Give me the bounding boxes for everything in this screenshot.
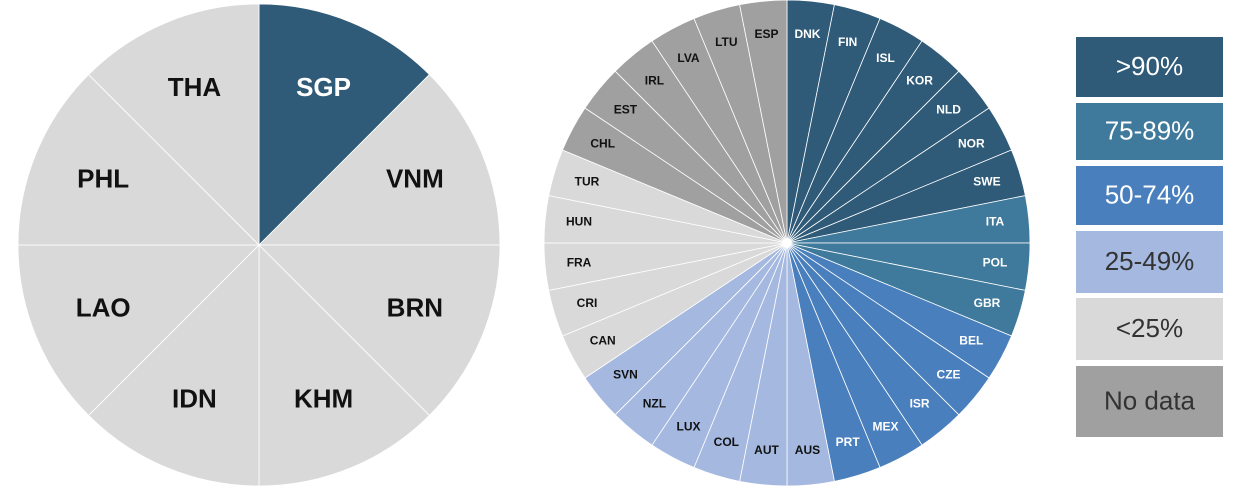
legend-label: 75-89% <box>1105 115 1195 145</box>
slice-label: LVA <box>677 51 700 65</box>
slice-label: KHM <box>294 384 353 414</box>
slice-label: LUX <box>676 419 700 433</box>
slice-label: CRI <box>577 296 598 310</box>
pie-slice <box>258 244 430 487</box>
slice-label: ESP <box>755 27 779 41</box>
legend-swatch <box>1076 37 1223 97</box>
slice-label: VNM <box>386 163 444 193</box>
slice-label: CZE <box>937 368 961 382</box>
slice-label: TUR <box>575 175 600 189</box>
slice-label: HUN <box>566 215 592 229</box>
slice-label: CHL <box>590 137 615 151</box>
legend-swatch <box>1076 103 1223 160</box>
slice-label: PHL <box>77 163 129 193</box>
slice-label: NZL <box>643 397 666 411</box>
legend-label: No data <box>1104 385 1196 415</box>
legend-swatch <box>1076 231 1223 293</box>
slice-label: IDN <box>172 384 217 414</box>
legend-label: >90% <box>1116 51 1183 81</box>
slice-label: CAN <box>590 334 616 348</box>
pie-slice <box>88 244 260 487</box>
pie-slice <box>739 0 788 244</box>
slice-label: NOR <box>958 137 985 151</box>
pie-slice <box>258 244 501 416</box>
slice-label: POL <box>983 256 1008 270</box>
pie-slice <box>258 74 501 246</box>
legend-swatch <box>1076 366 1223 437</box>
slice-label: AUT <box>754 443 779 457</box>
legend-swatch <box>1076 166 1223 225</box>
slice-label: ISL <box>876 51 895 65</box>
slice-label: LTU <box>715 35 737 49</box>
slice-label: SGP <box>296 72 351 102</box>
slice-label: BRN <box>387 292 443 322</box>
slice-label: LAO <box>76 292 131 322</box>
pie-slice <box>17 244 260 416</box>
slice-label: ITA <box>986 215 1005 229</box>
legend-label: 50-74% <box>1105 179 1195 209</box>
slice-label: BEL <box>959 334 983 348</box>
slice-label: GBR <box>974 296 1001 310</box>
pie-slice <box>17 74 260 246</box>
slice-label: COL <box>714 435 739 449</box>
slice-label: SVN <box>613 368 638 382</box>
slice-label: FIN <box>838 35 857 49</box>
slice-label: NLD <box>936 103 961 117</box>
slice-label: ISR <box>910 397 930 411</box>
pie-slice <box>258 3 430 246</box>
slice-label: PRT <box>836 435 861 449</box>
pie-slice <box>88 3 260 246</box>
slice-label: IRL <box>645 74 664 88</box>
slice-label: MEX <box>873 419 899 433</box>
slice-label: AUS <box>795 443 820 457</box>
slice-label: DNK <box>794 27 820 41</box>
slice-label: SWE <box>973 175 1000 189</box>
slice-label: EST <box>614 103 638 117</box>
slice-label: KOR <box>906 74 933 88</box>
slice-label: THA <box>168 72 222 102</box>
legend-swatch <box>1076 298 1223 360</box>
legend-label: 25-49% <box>1105 246 1195 276</box>
legend-label: <25% <box>1116 313 1183 343</box>
slice-label: FRA <box>567 256 592 270</box>
